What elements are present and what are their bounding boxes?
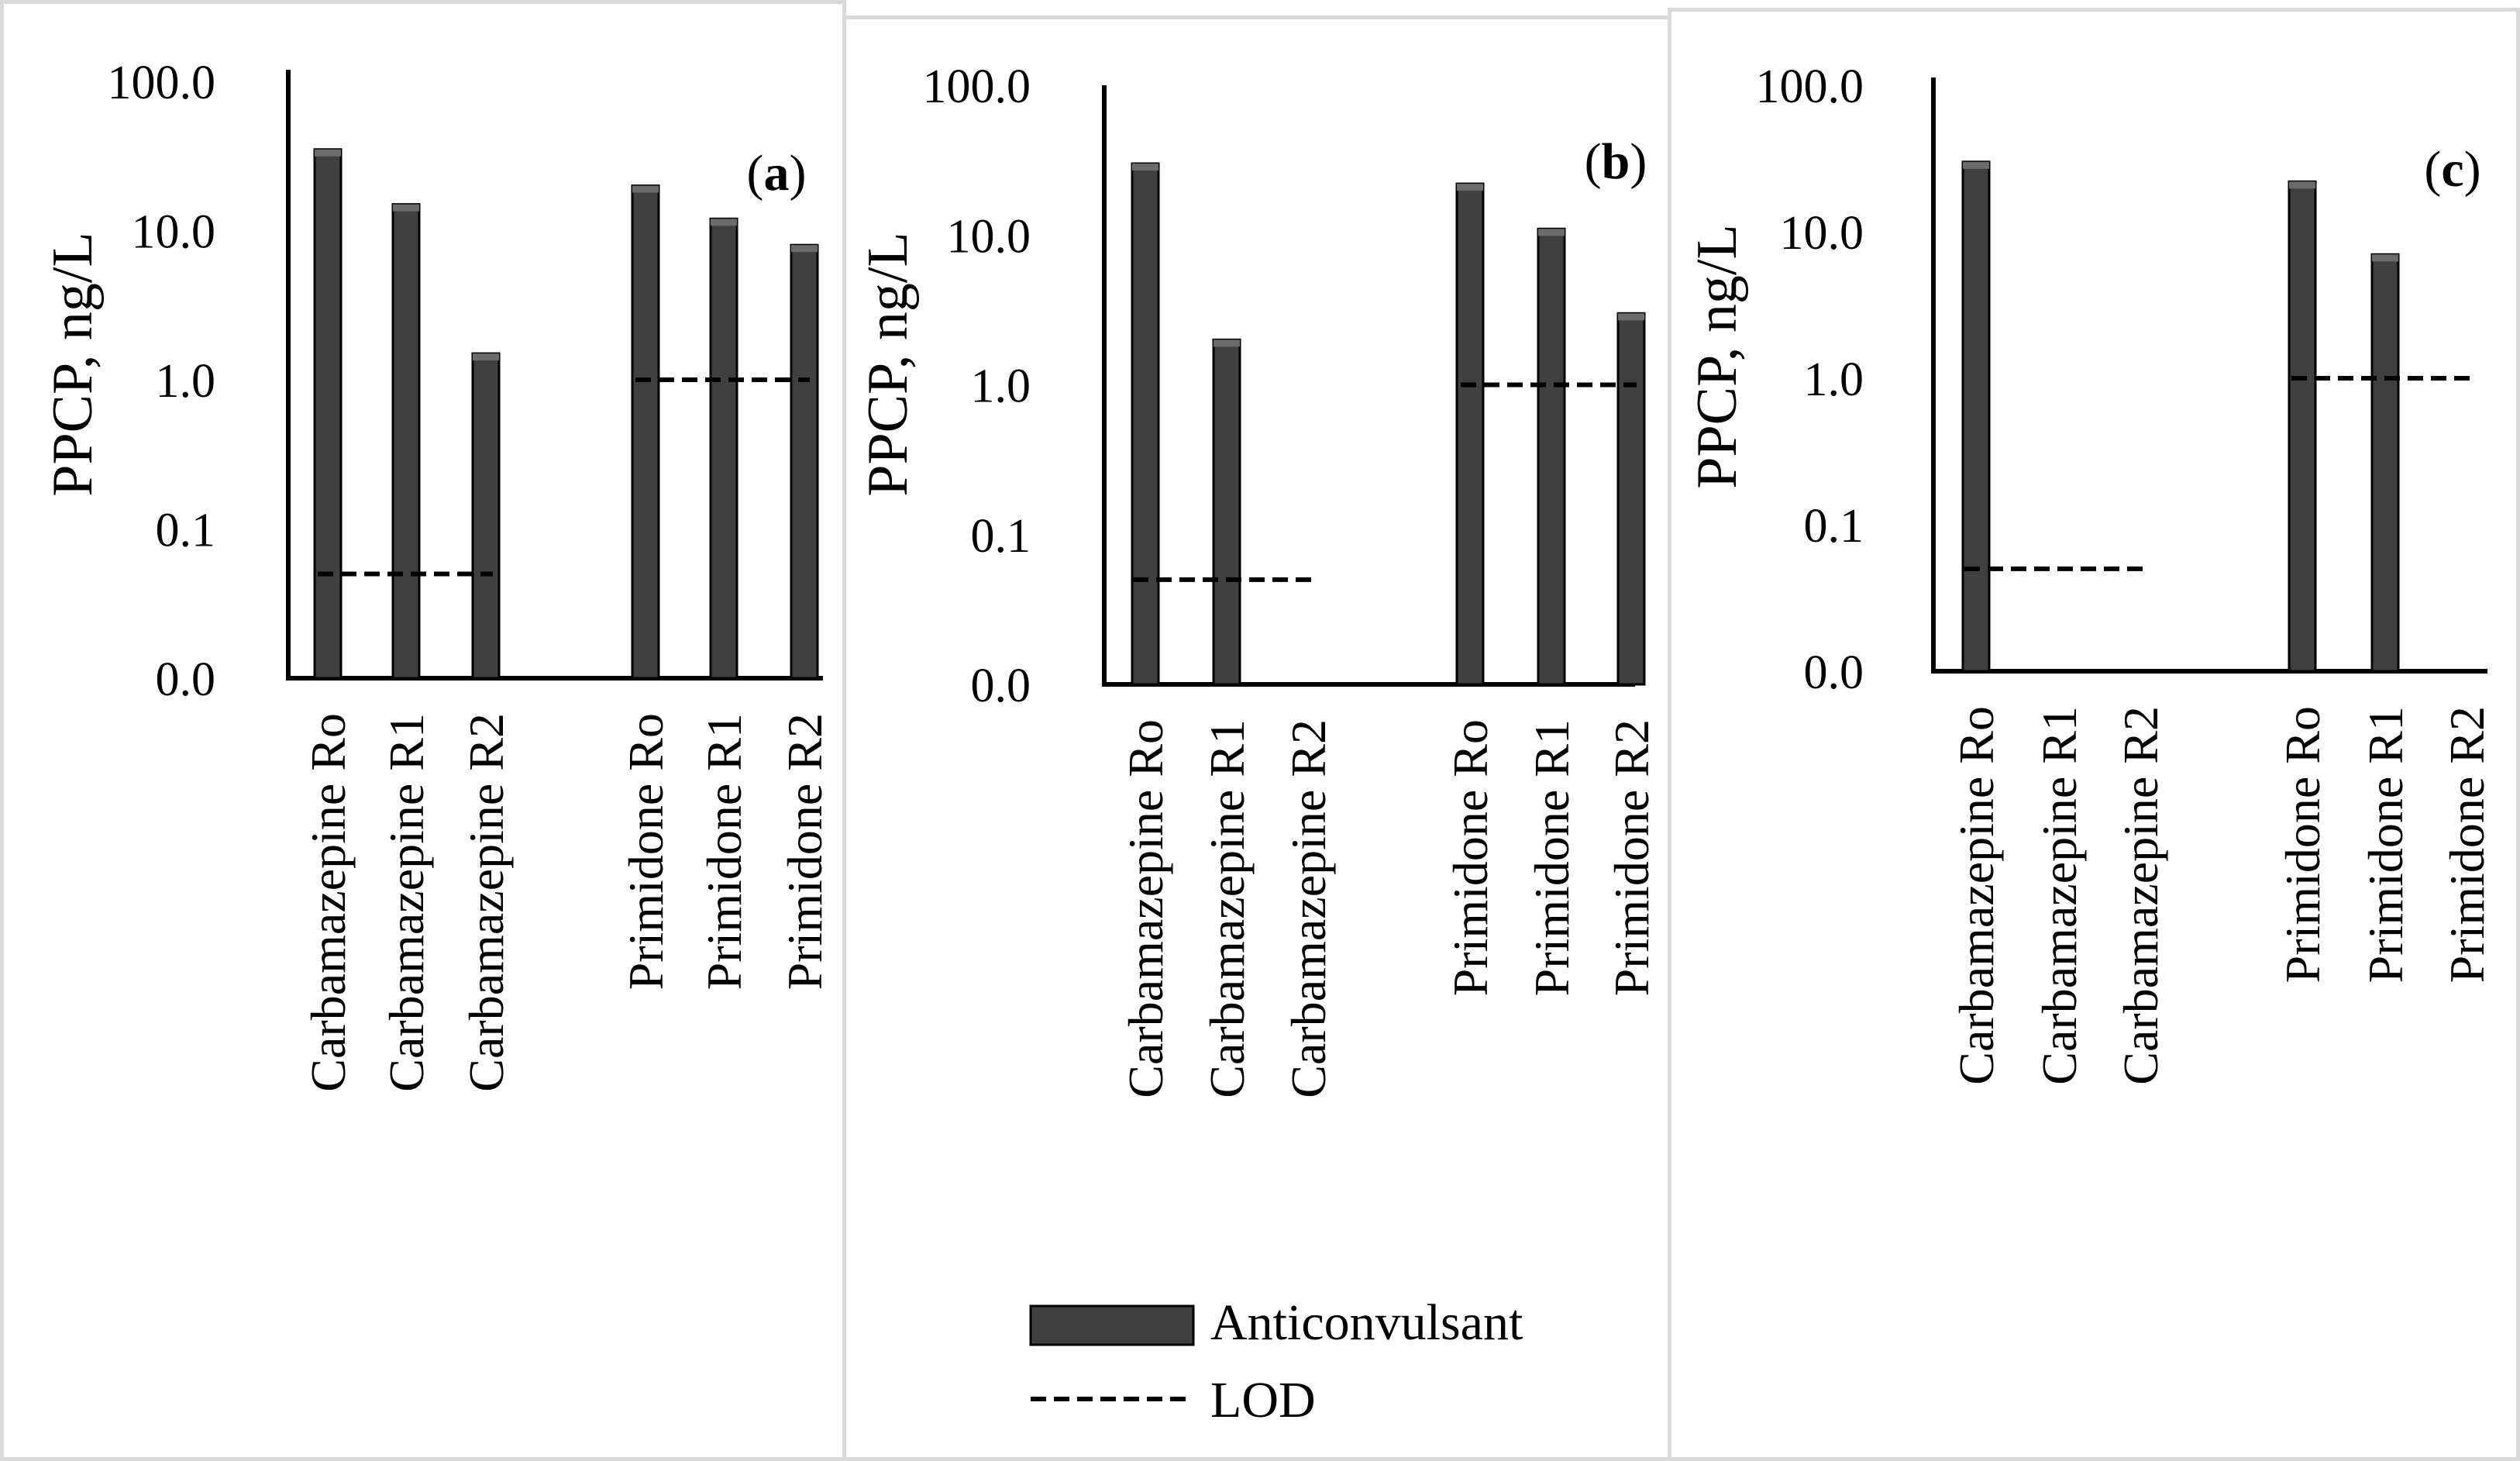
x-tick-label: Primidone R2	[2439, 706, 2494, 983]
bar-cap	[1963, 161, 1989, 169]
bar	[709, 217, 738, 680]
bar	[2288, 180, 2317, 673]
legend-bar-label: Anticonvulsant	[1210, 1294, 1523, 1351]
y-tick-label: 100.0	[1756, 60, 1864, 113]
x-tick-label: Primidone Ro	[618, 713, 673, 990]
y-tick-label: 0.1	[1804, 500, 1864, 553]
bar	[471, 352, 501, 680]
y-tick-label: 0.0	[156, 653, 216, 706]
y-tick-label: 0.0	[971, 660, 1031, 712]
bar	[1212, 338, 1241, 686]
x-tick-label: Primidone R1	[1524, 719, 1579, 996]
x-tick-label: Carbamazepine R2	[459, 713, 514, 1092]
x-tick-label: Carbamazepine R1	[1200, 719, 1255, 1098]
legend: Anticonvulsant LOD	[1029, 1294, 1523, 1428]
legend-lod-label: LOD	[1210, 1372, 1316, 1428]
bar	[631, 184, 660, 680]
bar	[2370, 253, 2400, 673]
chart-panel-a	[0, 0, 846, 1461]
y-tick-label: 100.0	[108, 57, 216, 109]
bar	[313, 148, 343, 680]
y-tick-label: 1.0	[156, 355, 216, 408]
bar-cap	[632, 185, 659, 193]
y-tick-label: 100.0	[923, 60, 1031, 113]
y-tick-label: 0.1	[971, 510, 1031, 563]
chart-1: 100.0 10.0 1.0 0.1 0.0 PPCP, ng/L (a) Carbamaze…	[41, 57, 832, 1092]
y-tick-label: 1.0	[1804, 353, 1864, 406]
bar-cap	[473, 353, 499, 361]
x-tick-label: Carbamazepine R2	[2113, 706, 2168, 1085]
bar-cap	[1538, 229, 1565, 236]
bar-cap	[711, 219, 737, 226]
x-tick-label: Primidone Ro	[2275, 706, 2330, 983]
panel-label: (c)	[2424, 141, 2480, 198]
x-tick-label: Primidone R1	[2358, 706, 2413, 983]
x-tick-label: Primidone R1	[697, 713, 752, 990]
bar	[1961, 160, 1991, 673]
bar	[790, 243, 819, 680]
y-tick-label: 0.0	[1804, 646, 1864, 699]
y-tick-label: 0.1	[156, 505, 216, 557]
bar	[1131, 162, 1160, 686]
x-tick-label: Primidone R2	[1604, 719, 1659, 996]
y-axis-label: PPCP, ng/L	[1685, 224, 1749, 488]
bar-cap	[1457, 184, 1483, 191]
y-axis-label: PPCP, ng/L	[856, 232, 920, 496]
x-tick-label: Primidone Ro	[1443, 719, 1498, 996]
bar-cap	[1132, 164, 1158, 171]
y-tick-label: 10.0	[132, 206, 216, 259]
bar-cap	[791, 245, 818, 253]
x-tick-label: Carbamazepine R2	[1281, 719, 1336, 1098]
bar	[391, 203, 421, 680]
y-tick-label: 10.0	[947, 210, 1031, 263]
bar-cap	[393, 204, 419, 212]
bar-cap	[1214, 339, 1240, 347]
bar-cap	[2372, 254, 2398, 262]
chart-panel-b	[842, 16, 1671, 1461]
x-tick-label: Carbamazepine Ro	[301, 713, 356, 1092]
bar	[1616, 312, 1646, 686]
x-tick-label: Primidone R2	[777, 713, 832, 990]
y-axis-label: PPCP, ng/L	[41, 232, 105, 496]
panel-label: (b)	[1585, 133, 1647, 190]
x-tick-label: Carbamazepine Ro	[1949, 706, 2004, 1085]
legend-bar-swatch	[1029, 1304, 1195, 1346]
y-tick-label: 1.0	[971, 360, 1031, 413]
chart-panel-c	[1668, 8, 2520, 1461]
x-tick-label: Carbamazepine R1	[379, 713, 434, 1092]
y-tick-label: 10.0	[1780, 207, 1864, 260]
bar-cap	[1618, 313, 1644, 321]
panel-label: (a)	[747, 145, 807, 202]
bar-cap	[315, 149, 341, 157]
bar-cap	[2289, 181, 2315, 189]
x-tick-label: Carbamazepine Ro	[1118, 719, 1173, 1098]
bar	[1537, 227, 1566, 686]
chart-2: 100.0 10.0 1.0 0.1 0.0 PPCP, ng/L (b) Carbamaze…	[856, 60, 1659, 1098]
chart-3: 100.0 10.0 1.0 0.1 0.0 PPCP, ng/L (c) Carbamaze…	[1685, 60, 2494, 1085]
bar	[1455, 182, 1485, 686]
x-tick-label: Carbamazepine R1	[2032, 706, 2087, 1085]
